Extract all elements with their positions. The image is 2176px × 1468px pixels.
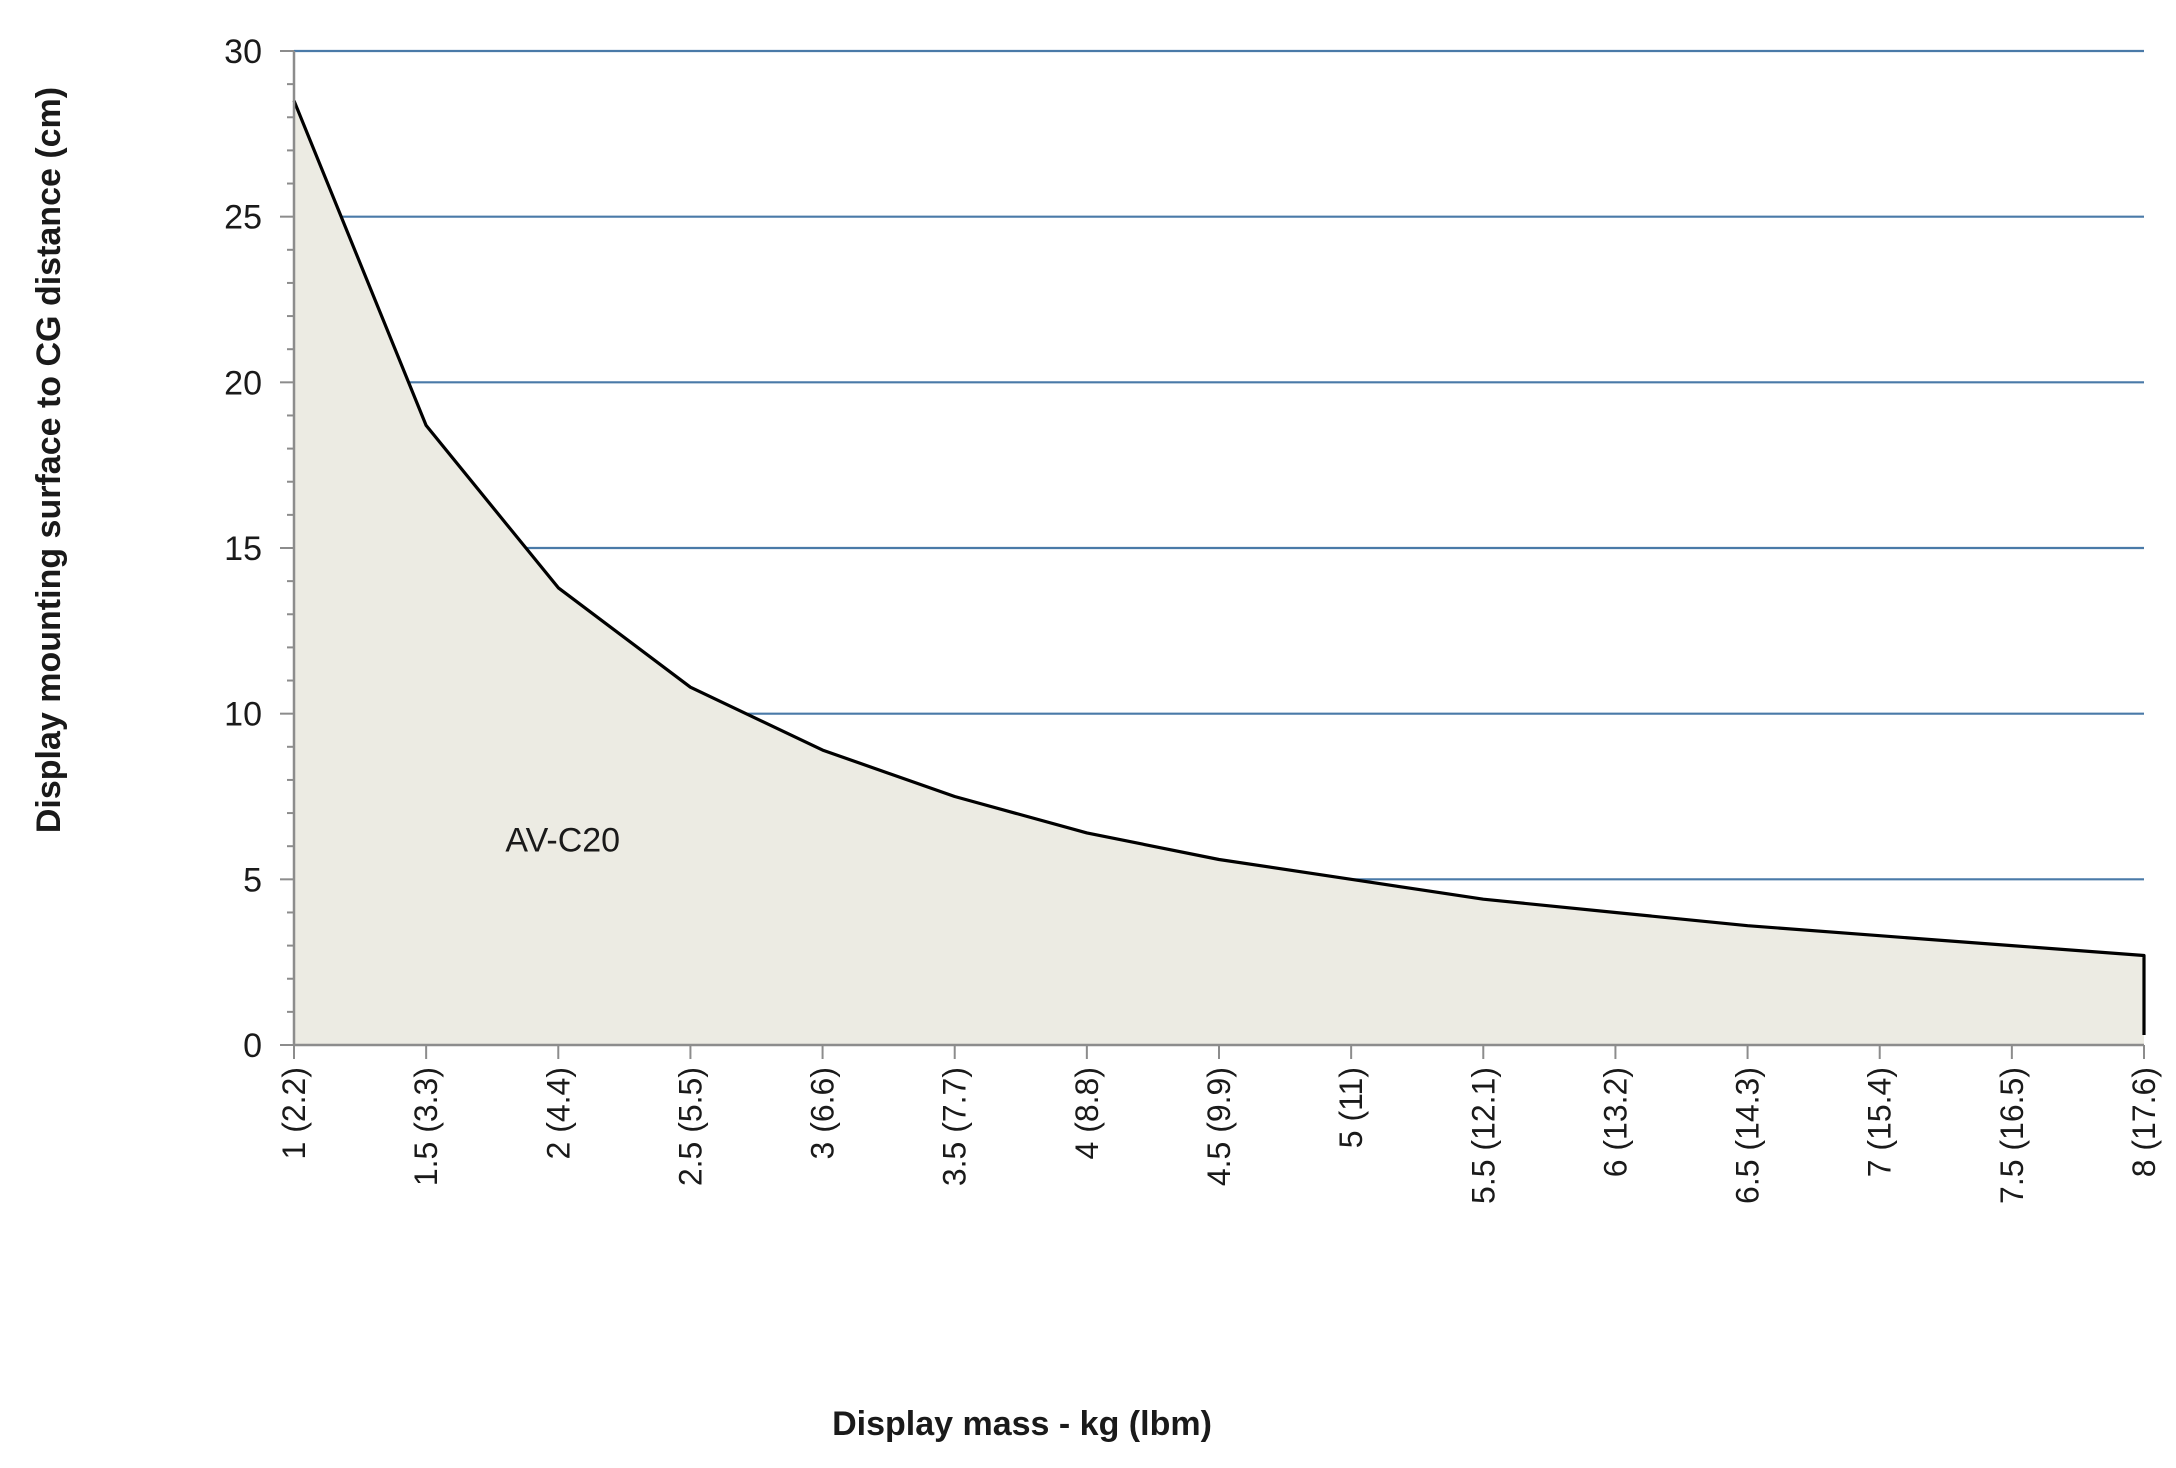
x-tick-label: 4.5 (9.9) bbox=[1201, 1067, 1237, 1186]
y-tick-label: 25 bbox=[224, 199, 262, 237]
series-line bbox=[292, 100, 2146, 1035]
y-tick-labels: 0 5 10 15 20 25 30 bbox=[224, 33, 262, 1065]
y-tick-label: 0 bbox=[243, 1027, 262, 1065]
x-tick-label: 7 (15.4) bbox=[1862, 1067, 1898, 1177]
y-tick-label: 5 bbox=[243, 861, 262, 899]
x-tick-label: 6.5 (14.3) bbox=[1730, 1067, 1766, 1204]
y-tick-label: 20 bbox=[224, 364, 262, 402]
x-tick-label: 6 (13.2) bbox=[1597, 1067, 1633, 1177]
series-annotation: AV-C20 bbox=[505, 822, 620, 860]
x-tick-label: 3 (6.6) bbox=[805, 1067, 841, 1159]
x-tick-label: 4 (8.8) bbox=[1069, 1067, 1105, 1159]
x-tick-label: 7.5 (16.5) bbox=[1994, 1067, 2030, 1204]
y-tick-label: 10 bbox=[224, 696, 262, 734]
x-tick-label: 1.5 (3.3) bbox=[408, 1067, 444, 1186]
y-tick-label: 15 bbox=[224, 530, 262, 568]
x-tick-labels: 1 (2.2) 1.5 (3.3) 2 (4.4) 2.5 (5.5) 3 (6.6) 3… bbox=[276, 1067, 2162, 1204]
x-tick-label: 3.5 (7.7) bbox=[937, 1067, 973, 1186]
x-tick-label: 5.5 (12.1) bbox=[1465, 1067, 1501, 1204]
x-tick-label: 2.5 (5.5) bbox=[672, 1067, 708, 1186]
x-tick-label: 8 (17.6) bbox=[2126, 1067, 2162, 1177]
axes bbox=[280, 50, 2145, 1059]
x-tick-label: 1 (2.2) bbox=[276, 1067, 312, 1159]
area-fill bbox=[294, 100, 2144, 1045]
x-tick-label: 2 (4.4) bbox=[540, 1067, 576, 1159]
y-tick-label: 30 bbox=[224, 33, 262, 71]
x-axis-title: Display mass - kg (lbm) bbox=[832, 1405, 1212, 1443]
y-axis-title: Display mounting surface to CG distance … bbox=[30, 87, 68, 833]
x-tick-label: 5 (11) bbox=[1333, 1067, 1369, 1148]
